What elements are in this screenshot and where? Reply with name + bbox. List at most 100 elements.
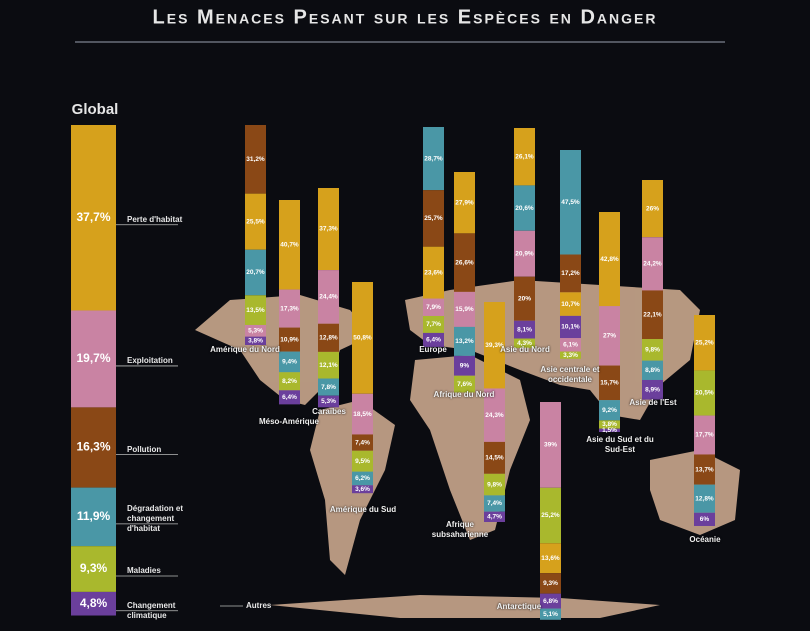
bar-segment — [484, 473, 505, 496]
bar-segment — [279, 289, 300, 328]
value-label: 23,6% — [424, 269, 443, 276]
value-label: 39% — [544, 442, 557, 449]
bar-segment — [560, 338, 581, 352]
value-label: 7,9% — [426, 304, 441, 311]
bar-segment — [599, 428, 620, 432]
bar-segment — [71, 546, 116, 592]
bar-segment — [514, 230, 535, 277]
region-name: Europe — [419, 345, 447, 354]
bar-segment — [642, 290, 663, 340]
bar-segment — [694, 415, 715, 455]
bar-segment — [318, 188, 339, 271]
bar-segment — [484, 388, 505, 442]
bar-segment — [694, 315, 715, 371]
value-label: 42,8% — [600, 256, 619, 263]
bar-segment — [423, 332, 444, 347]
value-label: 1,5% — [602, 427, 617, 434]
bar-segment — [352, 393, 373, 435]
value-label: 3,8% — [602, 421, 617, 428]
bar-segment — [560, 150, 581, 255]
value-label: 9,3% — [80, 561, 108, 575]
bar-segment — [642, 237, 663, 291]
value-label: 26% — [646, 205, 659, 212]
bar-segment — [454, 375, 475, 393]
legend-label: Maladies — [127, 566, 161, 576]
bar-segment — [279, 200, 300, 290]
value-label: 6,2% — [355, 475, 370, 482]
bar-segment — [352, 282, 373, 394]
legend-label: Exploitation — [127, 355, 173, 365]
value-label: 7,4% — [487, 500, 502, 507]
value-label: 8,9% — [645, 386, 660, 393]
bar-segment — [484, 441, 505, 474]
value-label: 22,1% — [643, 311, 662, 318]
value-label: 9% — [460, 363, 470, 370]
bar-segment — [71, 407, 116, 488]
bar-segment — [694, 512, 715, 526]
bar-segment — [540, 402, 561, 488]
bar-segment — [560, 254, 581, 293]
value-label: 25,2% — [695, 339, 714, 346]
bar-segment — [514, 320, 535, 339]
value-label: 31,2% — [246, 156, 265, 163]
bar-segment — [279, 390, 300, 405]
value-label: 37,7% — [76, 210, 110, 224]
region-name: Afrique subsaharienne — [431, 520, 489, 539]
value-label: 9,3% — [543, 580, 558, 587]
bar-segment — [642, 360, 663, 380]
value-label: 20,5% — [695, 390, 714, 397]
value-label: 6,8% — [543, 598, 558, 605]
value-label: 6,4% — [426, 337, 441, 344]
bar-segment — [599, 306, 620, 366]
bar-segment — [279, 327, 300, 352]
bar-segment — [540, 487, 561, 544]
value-label: 9,8% — [645, 347, 660, 354]
bar-segment — [71, 487, 116, 547]
value-label: 15,9% — [455, 306, 474, 313]
value-label: 9,2% — [602, 407, 617, 414]
value-label: 25,5% — [246, 218, 265, 225]
value-label: 50,8% — [353, 335, 372, 342]
bar-segment — [642, 379, 663, 400]
bar-segment — [352, 471, 373, 486]
value-label: 9,5% — [355, 458, 370, 465]
bar-segment — [694, 370, 715, 416]
bar-segment — [423, 298, 444, 316]
value-label: 12,8% — [319, 335, 338, 342]
bar-segment — [423, 190, 444, 247]
value-label: 47,5% — [561, 199, 580, 206]
legend-label: Dégradation et changement d'habitat — [127, 503, 184, 533]
value-label: 8,1% — [517, 326, 532, 333]
region-name: Océanie — [689, 535, 721, 544]
value-label: 40,7% — [280, 241, 299, 248]
bar-segment — [540, 573, 561, 594]
bar-segment — [318, 270, 339, 324]
value-label: 27,9% — [455, 199, 474, 206]
value-label: 5,3% — [321, 398, 336, 405]
value-label: 37,3% — [319, 226, 338, 233]
value-label: 13,6% — [541, 555, 560, 562]
value-label: 16,3% — [76, 440, 110, 454]
value-label: 26,1% — [515, 153, 534, 160]
bar-segment — [540, 608, 561, 620]
bar-segment — [599, 365, 620, 401]
value-label: 24,4% — [319, 294, 338, 301]
bar-segment — [454, 355, 475, 376]
value-label: 5,3% — [248, 328, 263, 335]
legend-label: Autres — [246, 601, 272, 610]
value-label: 25,7% — [424, 215, 443, 222]
global-title: Global — [72, 101, 119, 118]
value-label: 3,3% — [563, 352, 578, 359]
bar-segment — [560, 315, 581, 339]
bar-segment — [245, 295, 266, 325]
bar-segment — [599, 212, 620, 307]
value-label: 20,7% — [246, 269, 265, 276]
legend-label: Pollution — [127, 444, 162, 454]
bar-segment — [423, 127, 444, 191]
value-label: 15,7% — [600, 380, 619, 387]
value-label: 28,7% — [424, 155, 443, 162]
bar-segment — [484, 511, 505, 522]
bar-segment — [352, 450, 373, 472]
